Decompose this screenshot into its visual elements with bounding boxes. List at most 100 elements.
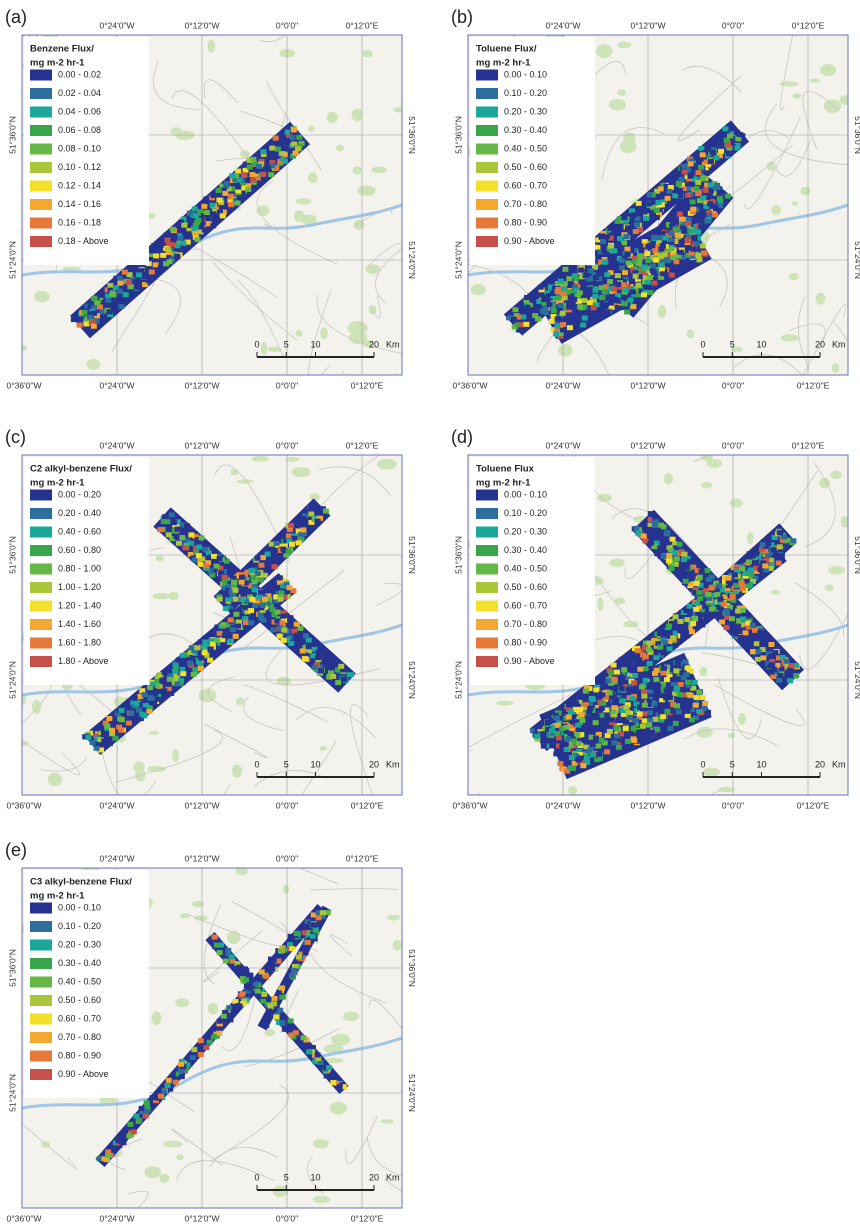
plume-cell xyxy=(642,215,649,221)
plume-cell xyxy=(653,252,660,258)
plume-cell xyxy=(735,136,742,142)
road xyxy=(244,1027,341,1068)
plume-cell xyxy=(166,676,173,682)
plume-cell xyxy=(672,193,679,199)
legend-swatch xyxy=(476,637,498,649)
plume-cell xyxy=(260,152,267,158)
plume-cell xyxy=(205,216,212,222)
plume-cell xyxy=(576,752,583,758)
plume-cell xyxy=(257,577,264,583)
plume-cell xyxy=(112,285,119,291)
plume-cell xyxy=(658,652,665,658)
plume-cell xyxy=(745,559,752,565)
plume-cell xyxy=(657,644,664,650)
plume-cell xyxy=(718,148,725,154)
plume-cell xyxy=(554,316,561,322)
plume-cell xyxy=(184,1062,191,1068)
plume-cell xyxy=(263,600,270,606)
plume-cell xyxy=(192,650,199,656)
lon-label: 0°12'0"W xyxy=(185,440,220,450)
plume-cell xyxy=(128,710,135,716)
plume-cell xyxy=(653,540,660,546)
plume-cell xyxy=(267,1003,274,1009)
plume-cell xyxy=(648,656,655,662)
plume-cell xyxy=(651,701,658,707)
plume-cell xyxy=(90,310,97,316)
plume-cell xyxy=(265,593,272,599)
park xyxy=(147,766,166,773)
lon-label: 0°12'0"W xyxy=(185,20,220,30)
plume-cell xyxy=(614,742,621,748)
plume-cell xyxy=(724,588,731,594)
legend-swatch xyxy=(476,600,498,612)
park xyxy=(824,584,834,592)
plume-cell xyxy=(235,581,242,587)
plume-cell xyxy=(739,566,746,572)
lat-label: 51°36'0"N xyxy=(7,536,17,574)
plume-cell xyxy=(626,288,633,294)
park xyxy=(718,786,735,793)
plume-cell xyxy=(187,546,194,552)
plume-cell xyxy=(647,290,654,296)
plume-cell xyxy=(101,1156,108,1162)
plume-cell xyxy=(707,159,714,165)
road xyxy=(345,1115,379,1164)
plume-cell xyxy=(647,693,654,699)
plume-cell xyxy=(646,268,653,274)
plume-cell xyxy=(623,296,630,302)
plume-cell xyxy=(550,718,557,724)
plume-cell xyxy=(770,666,777,672)
road xyxy=(780,35,794,111)
plume-cell xyxy=(634,648,641,654)
plume-cell xyxy=(590,271,597,277)
plume-cell xyxy=(686,668,693,674)
plume-cell xyxy=(620,282,627,288)
plume-cell xyxy=(300,1035,307,1041)
plume-cell xyxy=(682,578,689,584)
plume-cell xyxy=(657,234,664,240)
legend-label: 0.12 - 0.14 xyxy=(58,180,101,190)
plume-cell xyxy=(88,319,95,325)
plume-cell xyxy=(624,252,631,258)
legend-swatch xyxy=(30,69,52,81)
legend-label: 0.14 - 0.16 xyxy=(58,199,101,209)
plume-cell xyxy=(116,275,123,281)
plume-cell xyxy=(243,605,250,611)
plume-cell xyxy=(328,670,335,676)
plume-cell xyxy=(273,598,280,604)
lon-label: 0°12'0"E xyxy=(351,1213,384,1223)
map-body xyxy=(22,455,402,795)
plume-cell xyxy=(235,619,242,625)
road xyxy=(802,303,847,375)
legend-label: 0.06 - 0.08 xyxy=(58,125,101,135)
plume-cell xyxy=(681,557,688,563)
plume-cell xyxy=(232,596,239,602)
park xyxy=(236,479,254,484)
plume-cell xyxy=(211,934,218,940)
plume-cell xyxy=(732,579,739,585)
plume-cell xyxy=(283,581,290,587)
plume-cell xyxy=(552,712,559,718)
park xyxy=(320,327,328,340)
plume-cell xyxy=(93,318,100,324)
plume-cell xyxy=(636,711,643,717)
plume-cell xyxy=(565,307,572,313)
plume-cell xyxy=(197,639,204,645)
plume-cell xyxy=(214,640,221,646)
plume-cell xyxy=(225,947,232,953)
plume-cell xyxy=(242,571,249,577)
park xyxy=(839,95,848,105)
plume-cell xyxy=(732,589,739,595)
legend-label: 0.00 - 0.02 xyxy=(58,69,101,79)
plume-cell xyxy=(254,555,261,561)
plume-cell xyxy=(712,206,719,212)
plume-cell xyxy=(151,700,158,706)
plume-cell xyxy=(298,140,305,146)
plume-cell xyxy=(700,250,707,256)
plume-cell xyxy=(684,617,691,623)
legend-label: 0.00 - 0.10 xyxy=(504,69,547,79)
plume-cell xyxy=(197,561,204,567)
plume-cell xyxy=(225,580,232,586)
plume-cell xyxy=(188,540,195,546)
plume-cell xyxy=(235,623,242,629)
